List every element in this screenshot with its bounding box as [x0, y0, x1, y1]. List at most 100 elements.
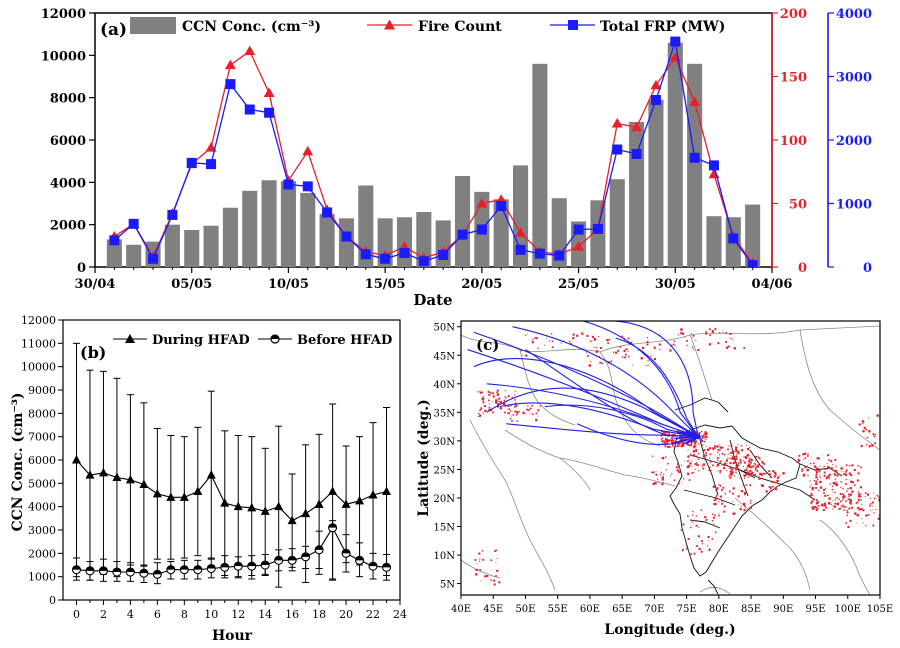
- fire-hotspot: [824, 468, 826, 470]
- fire-hotspot: [503, 411, 506, 414]
- fire-hotspot: [731, 458, 733, 460]
- fire-hotspot: [798, 454, 801, 457]
- x-tick-label: 10: [204, 608, 218, 621]
- x-tick-label: 4: [127, 608, 134, 621]
- fire-hotspot: [735, 455, 738, 458]
- frp-point: [515, 244, 526, 255]
- fire-hotspot: [512, 414, 515, 416]
- fire-hotspot: [868, 445, 871, 448]
- frp-line: [113, 41, 754, 266]
- fire-hotspot: [694, 440, 697, 443]
- y-left-tick-label: 4000: [50, 176, 86, 191]
- ccn-bar: [106, 239, 122, 267]
- fire-hotspot: [706, 448, 710, 451]
- fire-hotspot: [840, 481, 842, 483]
- fire-hotspot: [772, 485, 774, 488]
- fire-hotspot: [673, 479, 676, 482]
- fire-hotspot: [877, 517, 880, 520]
- receptor-point: [695, 434, 701, 440]
- fire-hotspot: [860, 495, 862, 498]
- fire-hotspot: [731, 471, 734, 474]
- ccn-bar: [261, 180, 277, 267]
- fire-hotspot: [728, 457, 731, 459]
- fire-hotspot: [776, 476, 780, 479]
- fire-hotspot: [691, 443, 693, 445]
- fire-hotspot: [726, 463, 728, 465]
- fire-hotspot: [723, 505, 726, 508]
- fire-hotspot: [531, 413, 534, 415]
- fire-hotspot: [482, 400, 484, 402]
- fire-hotspot: [737, 464, 740, 467]
- fire-hotspot: [708, 469, 711, 472]
- fire-hotspot: [844, 470, 847, 473]
- fire-hotspot: [661, 478, 664, 481]
- y-tick-label: 9000: [28, 384, 56, 397]
- during-hfad-point: [247, 502, 257, 512]
- fire-hotspot: [860, 446, 862, 448]
- fire-hotspot: [670, 439, 672, 441]
- fire-hotspot: [479, 391, 482, 394]
- fire-hotspot: [663, 481, 664, 483]
- fire-hotspot: [702, 463, 705, 466]
- fire-hotspot: [839, 507, 841, 510]
- fire-hotspot: [498, 397, 501, 400]
- fire-hotspot: [586, 352, 587, 354]
- before-hfad-point: [71, 565, 82, 575]
- fire-hotspot: [773, 481, 776, 484]
- fire-hotspot: [667, 462, 669, 465]
- fire-hotspot: [701, 434, 704, 438]
- before-hfad-point: [328, 523, 338, 533]
- fire-hotspot: [663, 473, 665, 476]
- y-left-tick-label: 10000: [41, 49, 86, 64]
- during-hfad-point: [301, 508, 311, 518]
- fire-hotspot: [744, 506, 747, 508]
- fire-hotspot: [705, 333, 707, 335]
- fire-hotspot: [856, 507, 859, 509]
- fire-hotspot: [773, 471, 777, 475]
- fire-hotspot: [769, 473, 772, 476]
- fire-hotspot: [717, 470, 719, 472]
- fire-hotspot: [703, 452, 705, 454]
- frp-point: [438, 249, 449, 260]
- fire-hotspot: [647, 364, 649, 367]
- during-hfad-point: [139, 479, 149, 488]
- fire-hotspot: [686, 548, 688, 550]
- fire-hotspot: [729, 476, 732, 479]
- fire-hotspot: [704, 516, 707, 519]
- fire-hotspot: [671, 441, 673, 443]
- fire-hotspot: [687, 515, 689, 517]
- fire-hotspot: [846, 509, 848, 512]
- fire-hotspot: [857, 491, 860, 493]
- fire-hotspot: [727, 345, 730, 348]
- fire-hotspot: [738, 468, 740, 470]
- fire-hotspot: [492, 392, 495, 395]
- before-hfad-point: [260, 560, 270, 570]
- fire-hotspot: [809, 486, 811, 488]
- fire-hotspot: [723, 510, 726, 513]
- fire-hotspot: [503, 399, 506, 402]
- fire-hotspot: [743, 461, 746, 464]
- back-trajectory: [512, 326, 699, 438]
- fire-hotspot: [664, 441, 667, 443]
- ccn-bar: [280, 181, 296, 267]
- fire-hotspot: [845, 464, 848, 466]
- fire-hotspot: [608, 338, 611, 341]
- x-tick-label: 24: [393, 608, 407, 621]
- fire-hotspot: [828, 475, 830, 478]
- fire-hotspot: [810, 456, 812, 458]
- fire-hotspot: [719, 484, 721, 486]
- fire-hotspot: [856, 479, 859, 482]
- fire-count-point: [302, 145, 314, 156]
- fire-hotspot: [688, 459, 690, 461]
- back-trajectory: [486, 387, 699, 438]
- fire-hotspot: [743, 493, 746, 496]
- fire-hotspot: [846, 469, 848, 472]
- fire-hotspot: [872, 433, 875, 436]
- fire-hotspot: [686, 344, 688, 347]
- fire-hotspot: [815, 469, 818, 472]
- x-tick-label: 05/05: [171, 277, 212, 292]
- fire-hotspot: [508, 408, 511, 411]
- fire-hotspot: [746, 465, 749, 468]
- fire-hotspot: [671, 445, 674, 447]
- fire-hotspot: [743, 469, 746, 472]
